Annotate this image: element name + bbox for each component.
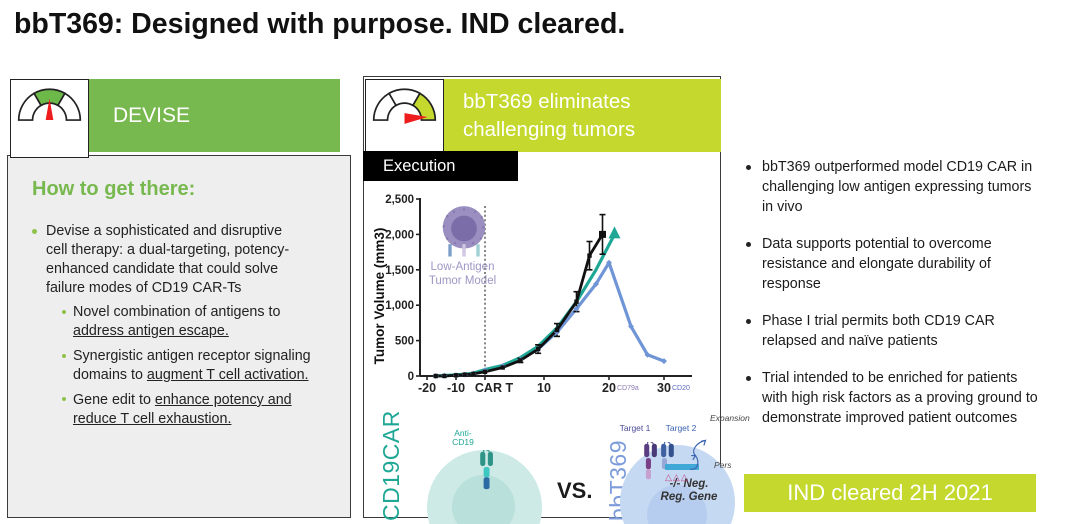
svg-text:500: 500: [395, 336, 414, 348]
svg-text:Tumor Volume (mm3): Tumor Volume (mm3): [372, 228, 387, 365]
svg-text:CD79a: CD79a: [617, 385, 639, 392]
svg-text:-20: -20: [418, 381, 436, 395]
svg-text:10: 10: [537, 381, 551, 395]
svg-text:0: 0: [408, 371, 414, 383]
svg-text:CAR T: CAR T: [475, 381, 514, 395]
svg-text:2,000: 2,000: [385, 229, 414, 241]
svg-text:20: 20: [602, 381, 616, 395]
svg-text:-10: -10: [447, 381, 465, 395]
svg-text:2,500: 2,500: [385, 194, 414, 206]
svg-text:1,500: 1,500: [385, 265, 414, 277]
svg-text:CD20: CD20: [672, 385, 690, 392]
svg-text:30: 30: [657, 381, 671, 395]
svg-text:1,000: 1,000: [385, 300, 414, 312]
